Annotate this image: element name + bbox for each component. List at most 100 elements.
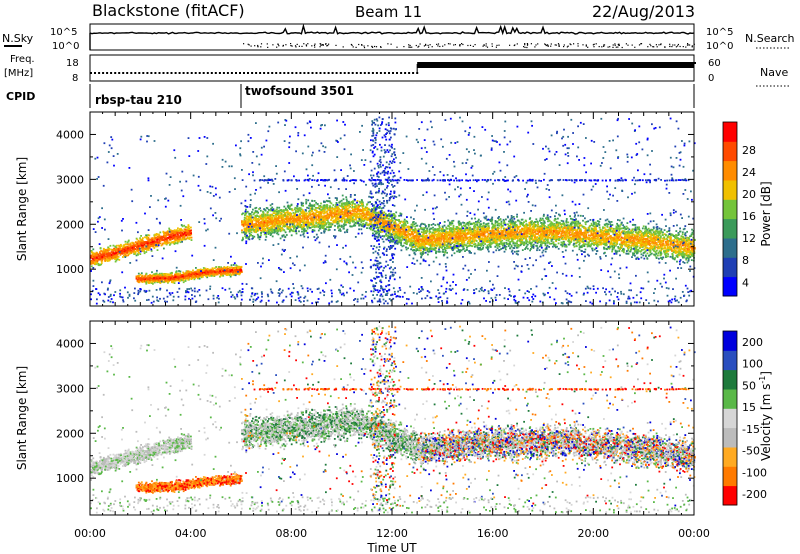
nsearch-point	[361, 44, 363, 46]
power-cell	[177, 234, 180, 237]
power-cell	[352, 200, 354, 203]
power-cell	[352, 210, 355, 213]
power-cell	[103, 251, 106, 253]
power-cell	[397, 219, 399, 221]
power-cell	[370, 226, 373, 229]
power-cell	[330, 209, 333, 212]
power-cell	[385, 214, 387, 217]
freq-point	[162, 72, 165, 74]
nsearch-point	[655, 44, 657, 46]
power-cell	[366, 223, 369, 226]
power-cell	[174, 238, 177, 241]
power-cell	[152, 280, 155, 282]
power-cell	[287, 228, 290, 230]
nsearch-point	[523, 46, 525, 48]
power-cell	[264, 213, 267, 216]
nsearch-point	[640, 43, 642, 45]
power-cell	[387, 224, 389, 227]
power-cell	[159, 272, 161, 275]
power-cell	[95, 263, 97, 266]
power-cell	[348, 217, 351, 220]
power-cell	[328, 214, 331, 216]
power-cell	[403, 218, 406, 221]
power-cell	[399, 220, 402, 223]
power-cell	[202, 267, 205, 269]
noise-right-tick-bottom: 10^0	[706, 41, 733, 52]
power-cell	[329, 207, 331, 210]
nsearch-point	[358, 43, 360, 46]
power-cell	[378, 232, 380, 235]
power-cell	[174, 274, 177, 277]
nsearch-point	[472, 45, 474, 47]
freq-point	[251, 72, 254, 74]
power-cell	[186, 237, 189, 240]
power-cell	[301, 218, 304, 220]
nsearch-point	[577, 45, 579, 47]
power-cell	[182, 277, 185, 279]
power-cell	[238, 273, 241, 276]
power-cell	[140, 278, 143, 280]
power-cell	[320, 202, 322, 205]
power-cell	[363, 213, 365, 216]
power-cell	[297, 209, 300, 212]
power-cell	[411, 227, 413, 230]
power-cell	[302, 211, 304, 213]
power-cell	[408, 239, 411, 242]
power-cell	[407, 247, 409, 250]
power-cell	[277, 229, 280, 232]
power-cell	[392, 213, 395, 215]
power-cell	[263, 223, 265, 225]
power-cell	[283, 229, 286, 232]
power-cell	[185, 237, 188, 240]
power-cell	[168, 274, 171, 277]
power-cell	[182, 230, 185, 233]
power-cell	[319, 225, 321, 227]
power-cell	[338, 224, 341, 227]
power-cell	[184, 278, 187, 281]
power-cell	[159, 277, 161, 280]
nsearch-point	[396, 46, 398, 48]
power-cell	[398, 220, 400, 223]
power-cell	[230, 266, 233, 269]
power-cell	[159, 275, 162, 278]
power-cell	[169, 272, 172, 275]
power-cell	[92, 258, 94, 260]
power-cell	[244, 214, 246, 217]
nsearch-point	[550, 43, 552, 45]
power-cell	[228, 269, 231, 271]
power-cell	[100, 262, 103, 264]
power-cell	[138, 240, 141, 243]
power-cell	[334, 204, 337, 206]
nsearch-point	[314, 46, 316, 48]
power-cell	[238, 270, 241, 273]
power-cell	[338, 229, 340, 232]
power-cell	[124, 246, 127, 249]
power-cell	[353, 208, 356, 211]
power-cell	[413, 229, 415, 232]
power-cell	[366, 227, 368, 229]
power-cell	[396, 240, 398, 243]
nsearch-point	[566, 46, 568, 48]
power-cell	[163, 247, 165, 250]
power-cell	[409, 233, 412, 236]
power-cell	[284, 209, 287, 211]
power-cell	[149, 276, 151, 279]
nsearch-point	[557, 43, 560, 45]
power-cell	[296, 208, 299, 210]
power-cell	[280, 223, 283, 226]
power-cell	[124, 250, 127, 253]
power-cell	[366, 219, 369, 221]
freq-point	[170, 72, 173, 74]
power-cell	[108, 258, 111, 261]
power-cell	[344, 204, 347, 207]
power-cell	[279, 227, 282, 230]
nsearch-point	[248, 44, 250, 46]
power-cell	[356, 220, 359, 223]
power-cell	[99, 252, 101, 255]
freq-point	[335, 72, 338, 74]
power-cell	[150, 237, 153, 240]
power-cell	[148, 243, 151, 245]
power-cell	[145, 279, 147, 282]
nsearch-point	[380, 46, 382, 48]
power-cell	[330, 202, 333, 205]
